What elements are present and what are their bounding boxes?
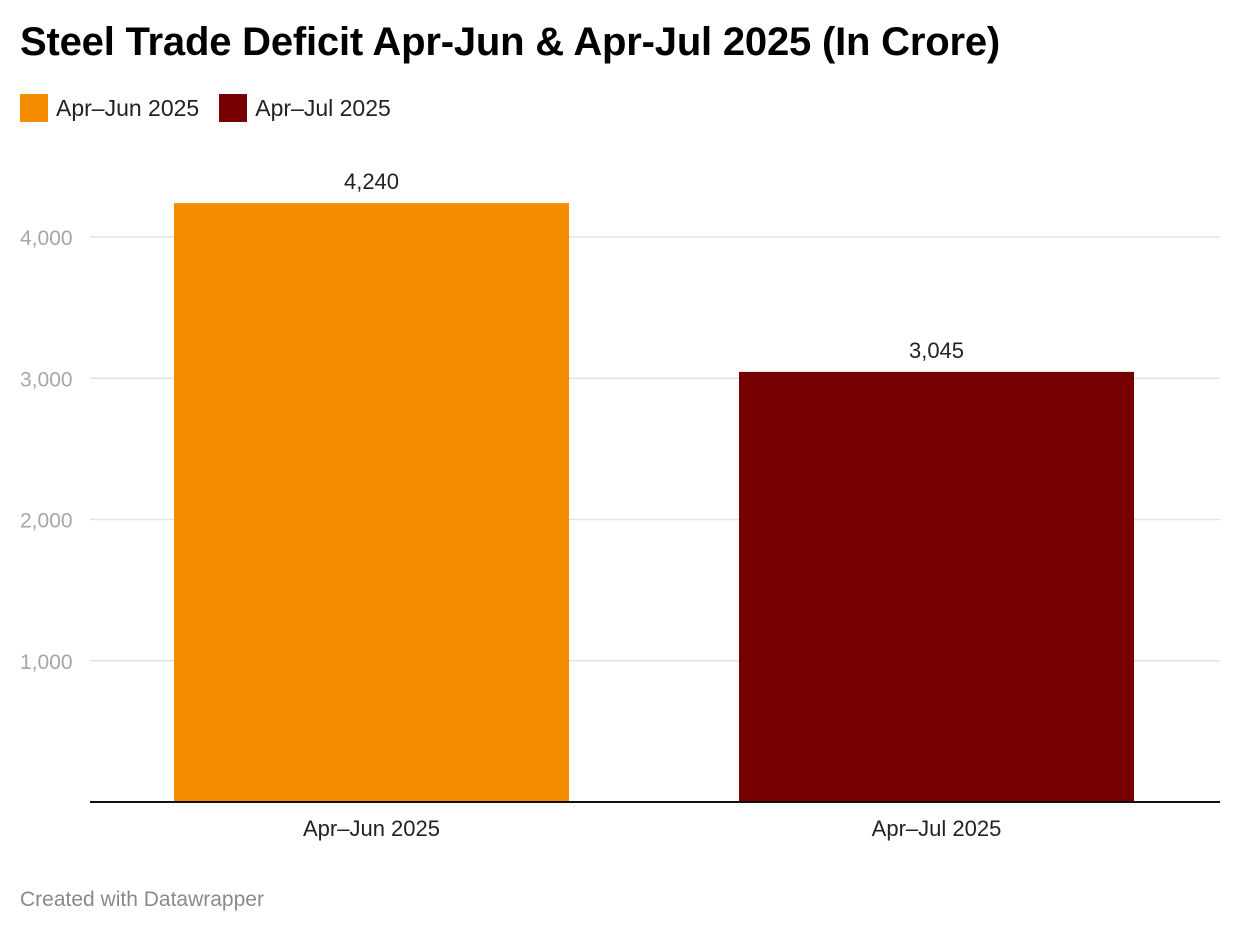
legend-item-apr-jun: Apr–Jun 2025 bbox=[20, 94, 199, 122]
bars bbox=[174, 203, 1134, 803]
legend-label-apr-jul: Apr–Jul 2025 bbox=[255, 94, 391, 121]
legend-label-apr-jun: Apr–Jun 2025 bbox=[56, 94, 200, 121]
labels: 1,000 2,000 3,000 4,000 4,240 Apr–Jun 2025 3,0… bbox=[20, 169, 1001, 841]
x-category-label-1: Apr–Jul 2025 bbox=[872, 816, 1002, 841]
y-tick-label-4000: 4,000 bbox=[20, 227, 73, 250]
legend-swatch-apr-jun bbox=[20, 94, 48, 122]
x-category-label-0: Apr–Jun 2025 bbox=[303, 816, 440, 841]
value-label-1: 3,045 bbox=[909, 338, 964, 363]
legend: Apr–Jun 2025 Apr–Jul 2025 bbox=[20, 94, 411, 122]
legend-item-apr-jul: Apr–Jul 2025 bbox=[219, 94, 391, 122]
legend-swatch-apr-jul bbox=[219, 94, 248, 122]
bar-1 bbox=[739, 371, 1134, 802]
chart-title: Steel Trade Deficit Apr-Jun & Apr-Jul 20… bbox=[20, 20, 1000, 64]
y-tick-label-3000: 3,000 bbox=[20, 368, 73, 391]
bar-0 bbox=[174, 203, 569, 803]
y-tick-label-1000: 1,000 bbox=[20, 651, 73, 674]
value-label-0: 4,240 bbox=[344, 169, 399, 194]
y-tick-label-2000: 2,000 bbox=[20, 510, 73, 533]
footer-credit: Created with Datawrapper bbox=[20, 888, 264, 911]
